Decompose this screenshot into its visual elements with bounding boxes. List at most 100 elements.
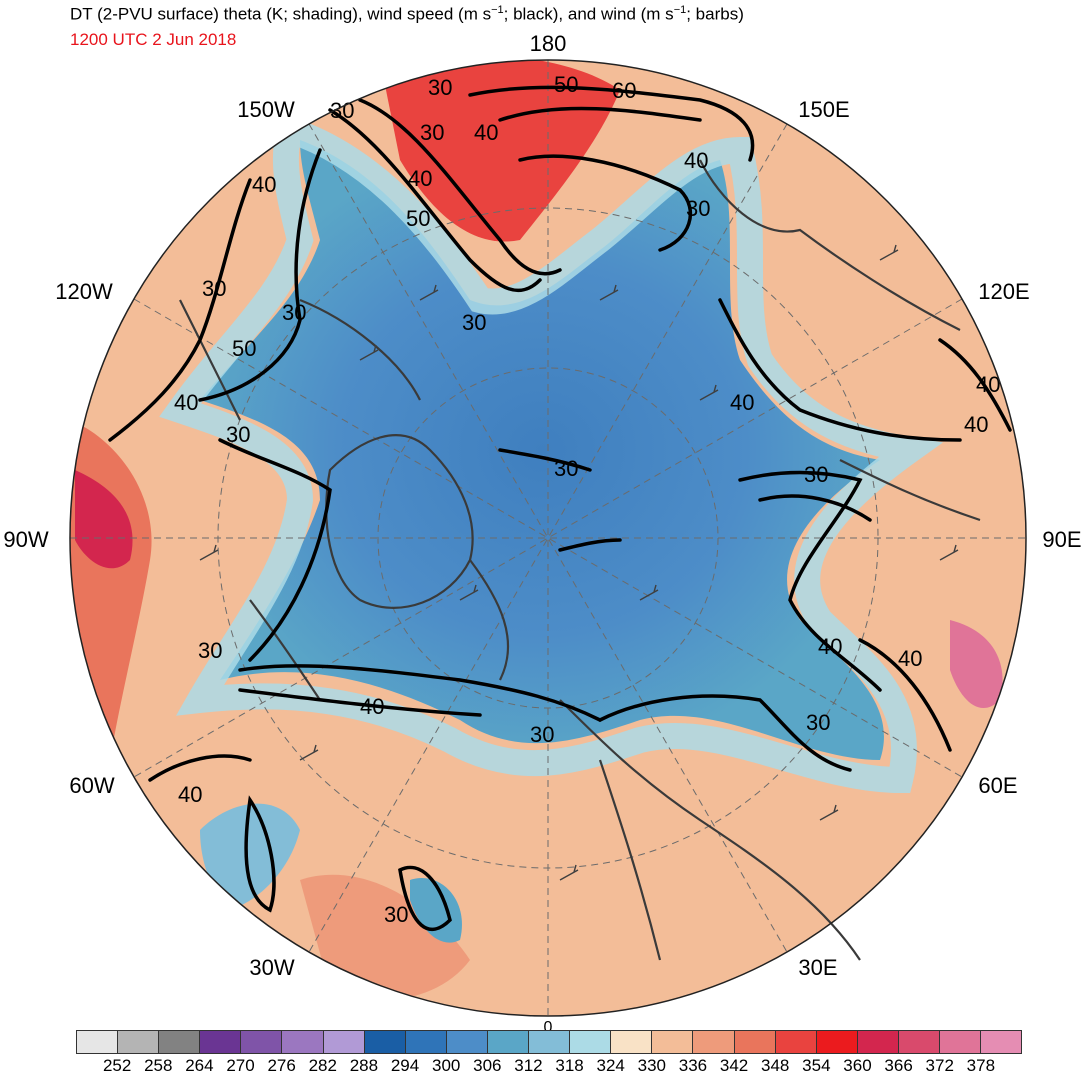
colorbar-tick-label: 354 <box>802 1056 831 1075</box>
colorbar-swatch <box>570 1031 612 1053</box>
colorbar-swatch <box>282 1031 324 1053</box>
jet-contour <box>398 865 452 932</box>
contour-label: 30 <box>198 638 222 663</box>
jet-contour <box>498 106 702 122</box>
colorbar-tick-label: 276 <box>267 1056 296 1075</box>
contour-label: 30 <box>554 456 578 481</box>
colorbar-swatch <box>487 1031 530 1053</box>
contour-label: 30 <box>804 462 828 487</box>
colorbar-tick-label: 288 <box>349 1056 379 1075</box>
theta-colorbar <box>76 1030 1022 1054</box>
colorbar-tick-label: 372 <box>925 1056 954 1075</box>
contour-label: 40 <box>898 646 922 671</box>
lon-label-150w: 150W <box>237 97 295 122</box>
globe-outline <box>69 59 1027 1017</box>
lon-label-120e: 120E <box>978 279 1030 304</box>
colorbar-swatch <box>816 1031 858 1053</box>
jet-contour <box>198 148 322 402</box>
jet-contour <box>244 795 276 913</box>
colorbar-swatch <box>77 1031 119 1053</box>
colorbar-swatch <box>898 1031 940 1053</box>
colorbar-swatch <box>405 1031 447 1053</box>
contour-label: 40 <box>174 390 198 415</box>
colorbar-tick-label: 258 <box>144 1056 173 1075</box>
colorbar-tick-label: 294 <box>390 1056 420 1075</box>
lon-label-60w: 60W <box>69 773 115 798</box>
contour-label: 40 <box>408 166 432 191</box>
colorbar-swatch <box>323 1031 365 1053</box>
contour-label: 30 <box>428 75 452 100</box>
contour-label: 40 <box>818 634 842 659</box>
jet-contour <box>238 664 602 722</box>
colorbar-tick-label: 300 <box>431 1056 461 1075</box>
contour-label: 30 <box>530 722 554 747</box>
coastlines <box>179 159 981 961</box>
jet-contour <box>858 638 952 752</box>
jet-contour <box>148 754 252 782</box>
contour-label: 40 <box>964 412 988 437</box>
jet-contour <box>758 494 872 522</box>
colorbar-tick-label: 282 <box>308 1056 337 1075</box>
contour-label: 40 <box>252 172 276 197</box>
colorbar-swatch <box>939 1031 982 1053</box>
warm-theta-patch-asia <box>950 620 1003 709</box>
contour-label: 30 <box>462 310 486 335</box>
colorbar-swatch <box>241 1031 283 1053</box>
contour-label: 50 <box>406 206 430 231</box>
contour-label: 40 <box>976 372 1000 397</box>
warm-theta-patch-atlantic <box>300 874 470 1000</box>
colorbar-tick-label: 264 <box>185 1056 214 1075</box>
colorbar-tick-labels: 252 258 264 270 276 282 288 294 300 306 312 318 324 3… <box>76 1056 1022 1076</box>
jet-contour <box>328 108 542 292</box>
colorbar-tick-label: 378 <box>966 1056 996 1075</box>
jet-contour <box>498 448 592 472</box>
colorbar-tick-label: 252 <box>102 1056 132 1075</box>
colorbar-swatch <box>364 1031 406 1053</box>
colorbar-swatch <box>529 1031 571 1053</box>
contour-label: 50 <box>232 336 256 361</box>
valid-time-label: 1200 UTC 2 Jun 2018 <box>70 30 237 49</box>
contour-label: 50 <box>554 72 578 97</box>
contour-label: 30 <box>202 276 226 301</box>
contour-label: 40 <box>684 148 708 173</box>
jet-contour <box>238 688 482 717</box>
jet-contour <box>718 298 962 442</box>
lon-label-120w: 120W <box>55 279 113 304</box>
colorbar-tick-label: 330 <box>637 1056 666 1075</box>
lon-label-30e: 30E <box>798 955 838 980</box>
jet-contour <box>218 438 332 662</box>
warm-theta-patch-core-america <box>75 470 133 569</box>
colorbar-swatch <box>159 1031 201 1053</box>
lon-label-180: 180 <box>529 31 567 56</box>
contour-label: 30 <box>384 902 408 927</box>
contour-label: 60 <box>612 78 636 103</box>
colorbar-tick-label: 324 <box>596 1056 625 1075</box>
jet-contour <box>468 85 755 162</box>
colorbar-swatch <box>611 1031 653 1053</box>
lon-label-30w: 30W <box>249 955 295 980</box>
lon-label-0: 0 <box>543 1019 553 1036</box>
colorbar-tick-label: 270 <box>226 1056 255 1075</box>
colorbar-tick-label: 342 <box>719 1056 749 1075</box>
contour-label: 30 <box>282 300 306 325</box>
contour-label: 40 <box>178 782 202 807</box>
colorbar-swatch <box>734 1031 776 1053</box>
wind-barbs <box>199 244 959 881</box>
colorbar-tick-label: 348 <box>761 1056 790 1075</box>
jet-contour <box>518 154 692 252</box>
cold-theta-ring <box>159 113 944 794</box>
contour-label: 30 <box>226 422 250 447</box>
cold-theta-patch-atlantic <box>200 803 300 910</box>
colorbar-swatch <box>652 1031 694 1053</box>
contour-label: 30 <box>806 710 830 735</box>
contour-label: 30 <box>420 120 444 145</box>
colorbar-swatch <box>446 1031 488 1053</box>
lon-label-90e: 90E <box>1042 527 1082 552</box>
colorbar-tick-label: 306 <box>473 1056 502 1075</box>
lon-label-90w: 90W <box>3 527 49 552</box>
colorbar-tick-label: 318 <box>555 1056 584 1075</box>
jet-contour <box>938 338 1012 432</box>
contour-label: 40 <box>360 694 384 719</box>
contour-label: 40 <box>474 120 498 145</box>
